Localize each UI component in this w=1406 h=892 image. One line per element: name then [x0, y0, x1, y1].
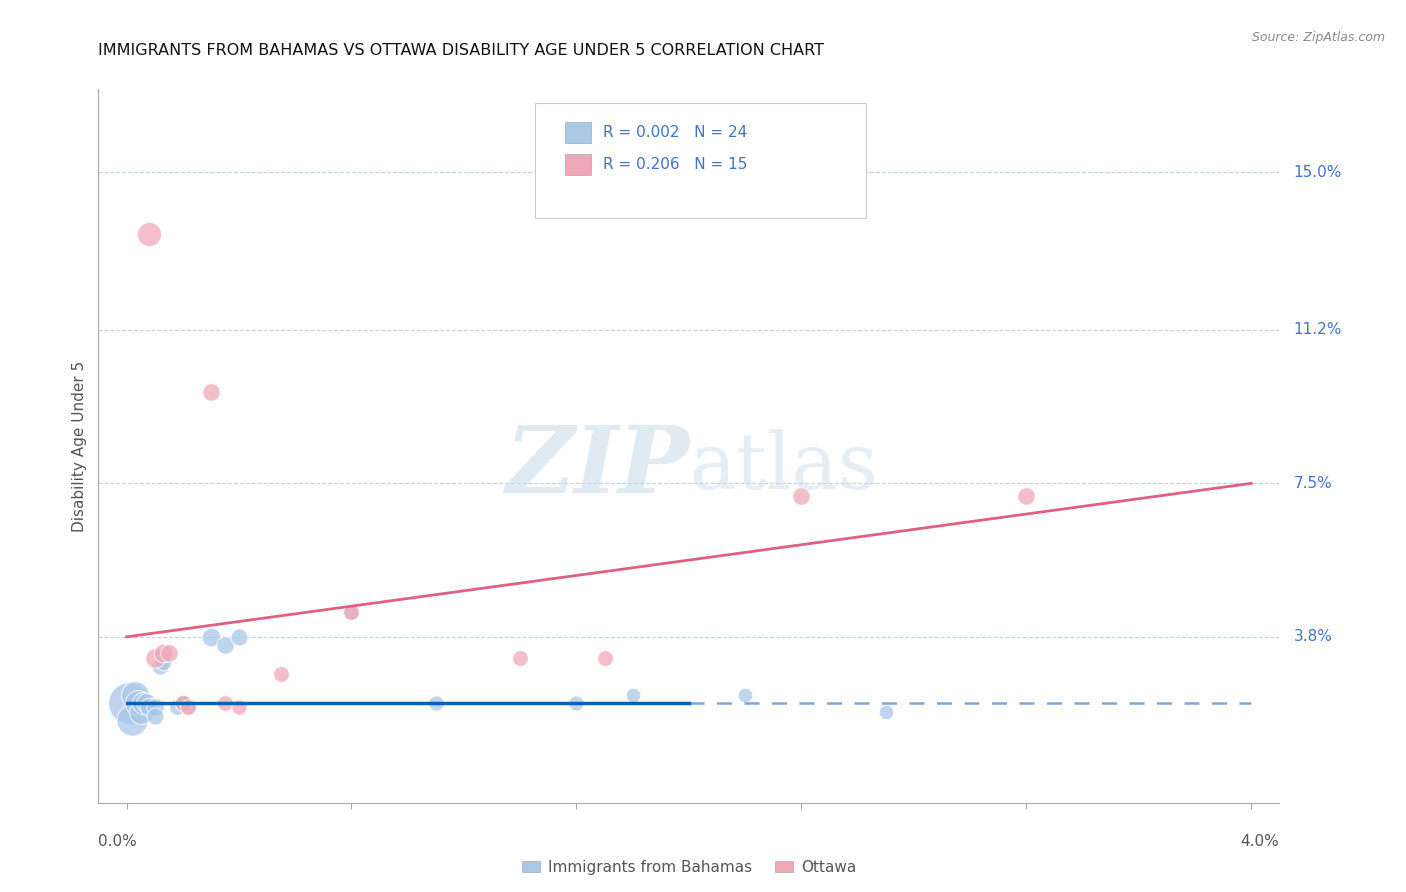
Point [172, 696, 194, 710]
Point [177, 700, 200, 714]
Point [127, 696, 149, 710]
Point [790, 489, 813, 503]
Point [177, 700, 200, 714]
Point [132, 696, 155, 710]
Text: 0.0%: 0.0% [98, 834, 138, 848]
Point [214, 638, 236, 652]
Y-axis label: Disability Age Under 5: Disability Age Under 5 [72, 360, 87, 532]
Bar [565, 122, 591, 143]
Point [340, 605, 363, 619]
Point [200, 385, 222, 400]
Text: 4.0%: 4.0% [1240, 834, 1279, 848]
Point [228, 630, 250, 644]
Point [152, 647, 174, 661]
Text: R = 0.206   N = 15: R = 0.206 N = 15 [603, 157, 747, 172]
Bar [565, 154, 591, 175]
Point [1015, 489, 1038, 503]
Point [157, 647, 180, 661]
Point [172, 696, 194, 710]
Point [129, 705, 152, 719]
Text: Source: ZipAtlas.com: Source: ZipAtlas.com [1251, 31, 1385, 45]
Point [228, 700, 250, 714]
Point [200, 630, 222, 644]
Point [270, 667, 292, 681]
Text: 15.0%: 15.0% [1294, 165, 1341, 179]
Text: 3.8%: 3.8% [1294, 630, 1333, 644]
Point [565, 696, 588, 710]
Text: ZIP: ZIP [505, 423, 689, 512]
FancyBboxPatch shape [536, 103, 866, 218]
Point [118, 696, 141, 710]
Point [166, 700, 188, 714]
Point [340, 605, 363, 619]
Point [509, 650, 531, 665]
Point [593, 650, 616, 665]
Point [214, 696, 236, 710]
Point [149, 659, 172, 673]
Point [124, 688, 146, 702]
Point [138, 700, 160, 714]
Point [425, 696, 447, 710]
Text: IMMIGRANTS FROM BAHAMAS VS OTTAWA DISABILITY AGE UNDER 5 CORRELATION CHART: IMMIGRANTS FROM BAHAMAS VS OTTAWA DISABI… [98, 43, 824, 58]
Point [138, 227, 160, 242]
Point [734, 688, 756, 702]
Point [143, 700, 166, 714]
Point [135, 696, 157, 710]
Point [152, 655, 174, 669]
Text: 11.2%: 11.2% [1294, 322, 1341, 337]
Legend: Immigrants from Bahamas, Ottawa: Immigrants from Bahamas, Ottawa [516, 854, 862, 880]
Point [875, 705, 897, 719]
Point [143, 650, 166, 665]
Point [621, 688, 644, 702]
Text: R = 0.002   N = 24: R = 0.002 N = 24 [603, 125, 747, 140]
Text: atlas: atlas [689, 430, 877, 505]
Text: 7.5%: 7.5% [1294, 475, 1333, 491]
Point [143, 708, 166, 723]
Point [121, 713, 143, 727]
